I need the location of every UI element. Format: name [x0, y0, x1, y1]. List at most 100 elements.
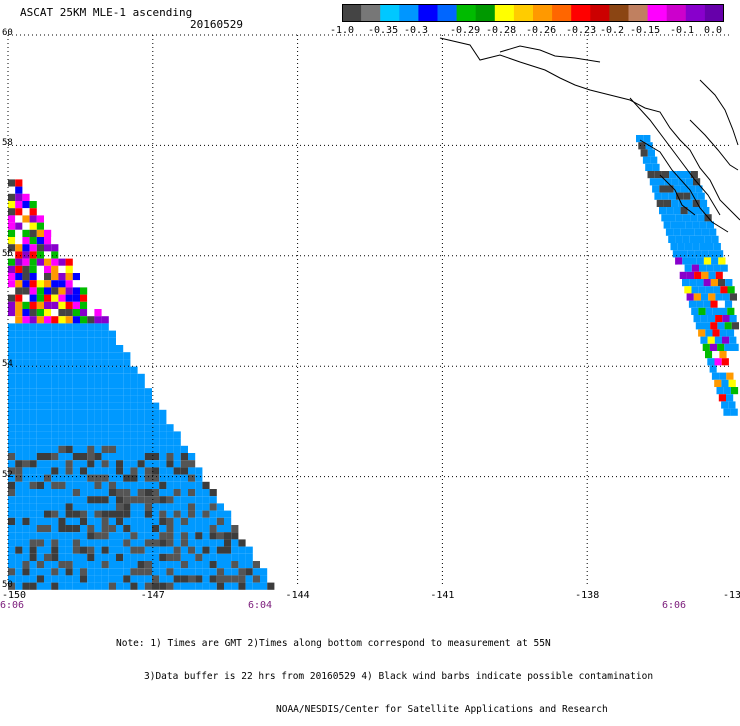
wind-cell	[180, 510, 188, 518]
wind-cell	[29, 337, 37, 345]
wind-cell	[44, 532, 52, 540]
wind-cell	[101, 323, 109, 331]
colorbar-segment	[494, 4, 515, 22]
wind-cell	[116, 510, 124, 518]
wind-cell	[144, 481, 152, 489]
wind-cell	[29, 287, 37, 295]
wind-cell	[51, 568, 59, 576]
wind-cell	[36, 366, 44, 374]
wind-cell	[108, 503, 116, 511]
wind-cell	[36, 273, 44, 281]
wind-cell	[689, 257, 697, 265]
wind-cell	[116, 525, 124, 533]
wind-cell	[231, 561, 239, 569]
wind-cell	[718, 257, 726, 265]
wind-cell	[706, 221, 714, 229]
wind-cell	[8, 417, 16, 425]
wind-cell	[36, 510, 44, 518]
wind-cell	[144, 568, 152, 576]
wind-cell	[8, 316, 16, 324]
wind-cell	[29, 409, 37, 417]
wind-cell	[137, 489, 145, 497]
wind-cell	[44, 568, 52, 576]
wind-cell	[202, 489, 210, 497]
wind-cell	[22, 337, 30, 345]
wind-cell	[87, 352, 95, 360]
wind-cell	[44, 489, 52, 497]
wind-cell	[180, 460, 188, 468]
wind-cell	[22, 481, 30, 489]
wind-cell	[108, 539, 116, 547]
wind-cell	[22, 496, 30, 504]
wind-cell	[80, 309, 88, 317]
wind-cell	[716, 365, 724, 373]
wind-cell	[130, 496, 138, 504]
wind-cell	[72, 345, 80, 353]
wind-cell	[94, 359, 102, 367]
wind-cell	[29, 489, 37, 497]
wind-cell	[29, 366, 37, 374]
wind-cell	[130, 532, 138, 540]
wind-cell	[166, 539, 174, 547]
wind-cell	[668, 235, 676, 243]
wind-cell	[65, 496, 73, 504]
wind-cell	[108, 489, 116, 497]
wind-cell	[224, 553, 232, 561]
wind-cell	[144, 474, 152, 482]
wind-cell	[717, 322, 725, 330]
wind-cell	[22, 467, 30, 475]
wind-cell	[173, 445, 181, 453]
wind-cell	[720, 286, 728, 294]
wind-cell	[101, 496, 109, 504]
colorbar-segment	[418, 4, 438, 22]
wind-cell	[709, 343, 718, 351]
wind-cell	[723, 387, 731, 395]
wind-cell	[58, 496, 66, 504]
wind-cell	[159, 445, 167, 453]
wind-cell	[704, 235, 712, 243]
wind-cell	[216, 582, 224, 590]
wind-cell	[58, 453, 66, 461]
colorbar	[342, 4, 724, 22]
wind-cell	[728, 379, 736, 387]
wind-cell	[123, 575, 131, 583]
wind-cell	[29, 316, 37, 324]
wind-cell	[65, 258, 73, 266]
wind-cell	[94, 489, 102, 497]
wind-cell	[130, 575, 138, 583]
wind-cell	[22, 323, 30, 331]
wind-cell	[668, 192, 676, 200]
wind-cell	[51, 359, 59, 367]
wind-cell	[672, 250, 680, 258]
wind-cell	[80, 510, 88, 518]
wind-cell	[260, 568, 268, 576]
wind-cell	[8, 539, 16, 547]
wind-cell	[29, 359, 37, 367]
wind-cell	[123, 525, 131, 533]
wind-cell	[29, 539, 37, 547]
wind-cell	[714, 336, 722, 344]
wind-cell	[65, 323, 73, 331]
wind-cell	[29, 237, 37, 245]
wind-cell	[15, 388, 23, 396]
wind-cell	[8, 388, 16, 396]
wind-cell	[58, 309, 66, 317]
wind-cell	[94, 402, 102, 410]
wind-cell	[94, 424, 102, 432]
wind-cell	[44, 453, 52, 461]
wind-cell	[58, 546, 66, 554]
wind-cell	[685, 199, 693, 207]
wind-cell	[137, 381, 145, 389]
wind-cell	[51, 525, 59, 533]
wind-cell	[44, 345, 52, 353]
wind-cell	[44, 445, 52, 453]
wind-cell	[80, 503, 88, 511]
wind-cell	[108, 575, 116, 583]
wind-cell	[44, 323, 52, 331]
wind-cell	[159, 467, 167, 475]
wind-cell	[94, 445, 102, 453]
wind-cell	[36, 431, 44, 439]
wind-cell	[44, 525, 52, 533]
wind-cell	[180, 553, 188, 561]
colorbar-segment	[685, 4, 706, 22]
